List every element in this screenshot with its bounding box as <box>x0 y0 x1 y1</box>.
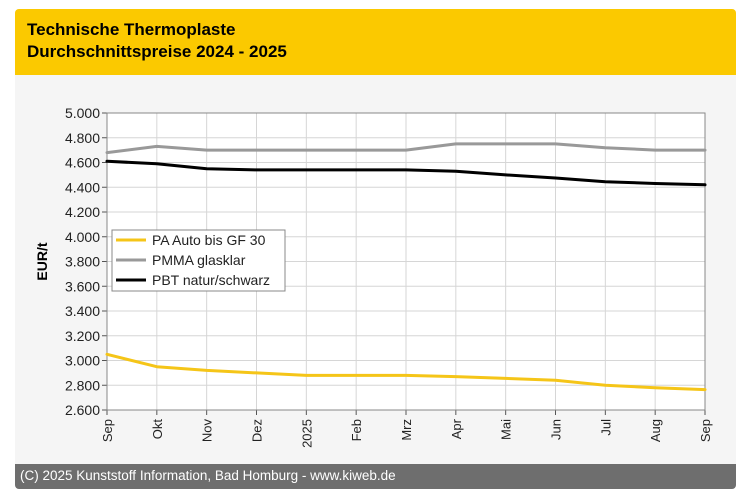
y-tick-label: 3.400 <box>65 303 100 319</box>
series-line-0 <box>105 352 707 392</box>
chart-title-line-1: Technische Thermoplaste <box>27 20 236 39</box>
legend-label: PBT natur/schwarz <box>152 272 270 288</box>
x-tick-label: Jul <box>598 419 613 436</box>
plot-border <box>106 112 706 411</box>
x-tick-label: Aug <box>648 419 663 442</box>
x-tick-label: Apr <box>449 418 464 439</box>
y-tick-label: 4.600 <box>65 155 100 171</box>
y-tick-label: 2.600 <box>65 402 100 418</box>
y-tick-label: 3.800 <box>65 254 100 270</box>
y-tick-label: 3.000 <box>65 353 100 369</box>
y-tick-label: 4.000 <box>65 229 100 245</box>
chart-header: Technische Thermoplaste Durchschnittspre… <box>15 9 736 75</box>
x-tick-label: Sep <box>100 419 115 442</box>
chart-title-line-2: Durchschnittspreise 2024 - 2025 <box>27 42 287 61</box>
y-tick-label: 4.200 <box>65 204 100 220</box>
y-tick-label: 5.000 <box>65 105 100 121</box>
copyright-text: (C) 2025 Kunststoff Information, Bad Hom… <box>20 468 396 483</box>
series-line-2 <box>105 159 707 187</box>
legend-label: PA Auto bis GF 30 <box>152 232 266 248</box>
x-tick-label: Jun <box>549 419 564 440</box>
x-tick-label: Mai <box>499 419 514 440</box>
x-tick-label: Sep <box>698 419 713 442</box>
y-tick-label: 3.600 <box>65 278 100 294</box>
y-tick-label: 3.200 <box>65 328 100 344</box>
x-tick-label: Nov <box>200 419 215 443</box>
x-tick-label: Feb <box>349 419 364 441</box>
y-tick-label: 2.800 <box>65 377 100 393</box>
y-tick-label: 4.800 <box>65 130 100 146</box>
series-line-1 <box>105 142 707 155</box>
chart-footer: (C) 2025 Kunststoff Information, Bad Hom… <box>15 464 736 489</box>
x-tick-label: Okt <box>150 419 165 440</box>
legend-label: PMMA glasklar <box>152 252 246 268</box>
x-tick-label: 2025 <box>299 419 314 448</box>
x-tick-label: Dez <box>250 419 265 442</box>
x-tick-label: Mrz <box>399 419 414 441</box>
y-axis-label: EUR/t <box>34 242 50 280</box>
y-tick-label: 4.400 <box>65 179 100 195</box>
